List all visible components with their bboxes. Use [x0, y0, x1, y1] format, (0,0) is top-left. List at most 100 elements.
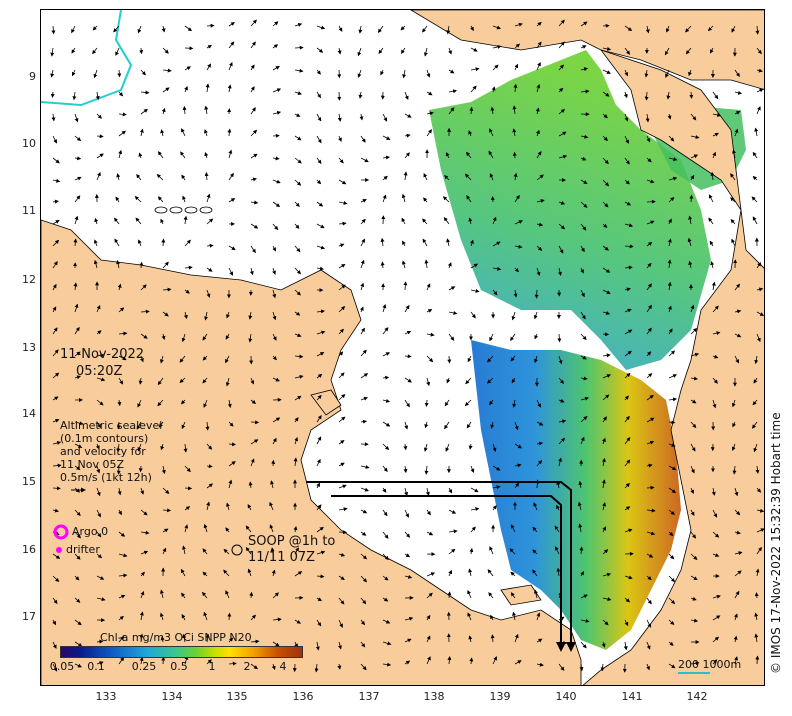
velocity-arrow-775 — [404, 531, 411, 538]
velocity-arrow-413 — [426, 283, 431, 291]
velocity-arrow-740 — [360, 509, 368, 514]
velocity-arrow-933 — [250, 639, 260, 644]
colorbar — [60, 646, 303, 658]
velocity-arrow-176 — [294, 135, 302, 141]
velocity-arrow-614 — [490, 421, 495, 429]
velocity-arrow-8 — [228, 22, 235, 27]
velocity-arrow-554 — [624, 372, 631, 379]
velocity-arrow-148 — [404, 113, 412, 118]
velocity-arrow-451 — [533, 311, 538, 320]
velocity-arrow-23 — [558, 19, 565, 27]
velocity-arrow-956 — [754, 633, 759, 643]
velocity-arrow-57 — [580, 45, 587, 49]
velocity-arrow-532 — [138, 377, 143, 385]
velocity-arrow-898 — [203, 611, 208, 621]
velocity-arrow-341 — [294, 245, 301, 253]
velocity-arrow-479 — [426, 332, 435, 337]
velocity-arrow-202 — [138, 152, 143, 159]
velocity-arrow-720 — [646, 485, 655, 490]
velocity-arrow-796 — [140, 550, 149, 555]
velocity-arrow-498 — [118, 355, 127, 361]
velocity-arrow-959 — [96, 661, 104, 665]
velocity-arrow-656 — [690, 443, 696, 452]
velocity-arrow-444 — [382, 304, 387, 313]
velocity-arrow-69 — [117, 69, 122, 78]
velocity-arrow-901 — [272, 617, 282, 622]
velocity-arrow-900 — [250, 614, 256, 621]
velocity-arrow-902 — [294, 619, 301, 624]
velocity-arrow-224 — [624, 157, 630, 165]
velocity-arrow-837 — [316, 574, 325, 579]
velocity-arrow-803 — [294, 547, 299, 555]
velocity-arrow-646 — [468, 443, 473, 450]
velocity-arrow-396 — [52, 283, 57, 291]
velocity-arrow-443 — [359, 306, 364, 313]
velocity-arrow-278 — [360, 199, 367, 203]
velocity-arrow-98 — [756, 68, 763, 73]
velocity-arrow-299 — [94, 217, 99, 225]
velocity-arrow-752 — [624, 506, 631, 511]
velocity-arrow-399 — [117, 283, 122, 291]
velocity-arrow-275 — [294, 201, 300, 207]
lon-tick-140: 140 — [555, 690, 577, 703]
velocity-arrow-240 — [250, 177, 257, 182]
velocity-arrow-450 — [511, 311, 516, 321]
velocity-arrow-347 — [422, 238, 428, 247]
velocity-arrow-63 — [710, 47, 714, 54]
velocity-arrow-565 — [137, 399, 142, 408]
velocity-arrow-937 — [338, 641, 342, 650]
velocity-arrow-770 — [293, 526, 298, 533]
velocity-arrow-576 — [382, 398, 391, 403]
velocity-arrow-760 — [74, 531, 82, 539]
velocity-arrow-954 — [712, 636, 719, 643]
velocity-arrow-513 — [447, 355, 452, 364]
velocity-arrow-414 — [448, 286, 456, 291]
velocity-arrow-948 — [580, 641, 587, 649]
velocity-arrow-827 — [96, 575, 105, 580]
velocity-arrow-430 — [74, 303, 79, 313]
velocity-arrow-133 — [74, 113, 79, 123]
velocity-arrow-551 — [558, 377, 565, 385]
velocity-arrow-30 — [707, 25, 714, 32]
velocity-arrow-756 — [712, 509, 718, 518]
velocity-arrow-147 — [382, 113, 388, 122]
velocity-arrow-28 — [665, 25, 670, 33]
velocity-arrow-754 — [668, 509, 675, 516]
velocity-arrow-653 — [624, 436, 631, 445]
velocity-arrow-310 — [338, 221, 347, 226]
velocity-arrow-132 — [51, 113, 56, 122]
velocity-arrow-17 — [422, 25, 428, 33]
velocity-arrow-386 — [558, 267, 562, 276]
velocity-arrow-816 — [579, 546, 584, 555]
velocity-arrow-106 — [205, 83, 210, 93]
velocity-arrow-660 — [52, 463, 62, 468]
velocity-arrow-314 — [422, 218, 428, 225]
velocity-arrow-392 — [688, 260, 693, 269]
velocity-arrow-982 — [600, 663, 605, 672]
velocity-arrow-931 — [205, 633, 210, 643]
velocity-arrow-721 — [668, 487, 677, 494]
velocity-arrow-981 — [579, 663, 584, 672]
velocity-arrow-249 — [444, 175, 450, 181]
velocity-arrow-242 — [294, 179, 302, 186]
velocity-arrow-185 — [489, 128, 494, 137]
velocity-arrow-116 — [426, 91, 433, 96]
velocity-arrow-308 — [294, 223, 300, 229]
velocity-arrow-288 — [580, 201, 588, 208]
velocity-arrow-84 — [448, 69, 455, 74]
velocity-arrow-236 — [156, 173, 164, 181]
velocity-arrow-19 — [470, 25, 474, 32]
map-frame[interactable] — [40, 9, 765, 686]
velocity-arrow-977 — [492, 656, 497, 665]
land-cape-york — [582, 49, 764, 685]
velocity-arrow-642 — [382, 443, 390, 451]
velocity-arrow-609 — [382, 421, 391, 427]
velocity-arrow-821 — [690, 553, 698, 560]
velocity-arrow-279 — [382, 194, 387, 203]
velocity-arrow-472 — [272, 333, 277, 341]
velocity-arrow-520 — [602, 353, 611, 358]
velocity-arrow-455 — [624, 308, 632, 313]
velocity-arrow-356 — [624, 244, 634, 249]
velocity-arrow-792 — [52, 553, 61, 559]
velocity-arrow-318 — [514, 220, 523, 225]
